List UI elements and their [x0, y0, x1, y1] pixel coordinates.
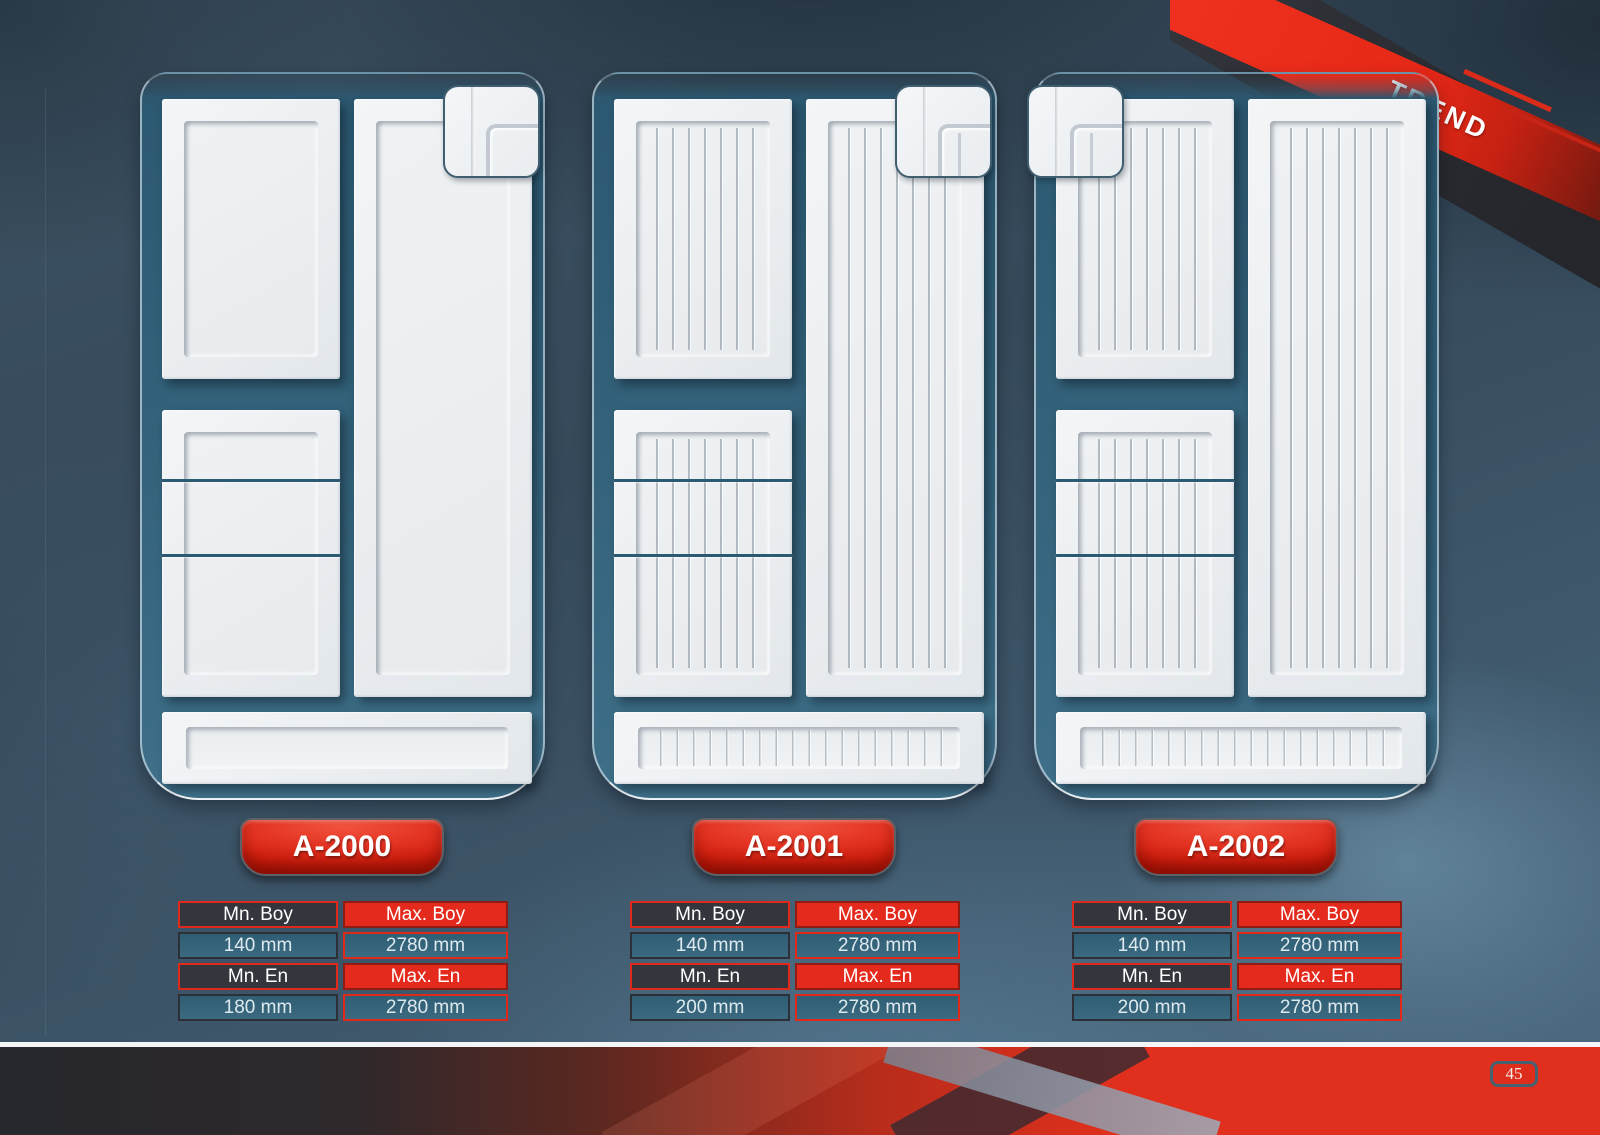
drawer-front-panel — [614, 712, 984, 784]
callout-stile-edge — [923, 87, 928, 176]
spec-value-cell: 140 mm — [1072, 932, 1232, 959]
panel-recess — [184, 121, 318, 357]
spec-value-cell: 200 mm — [1072, 994, 1232, 1021]
product-card-a2002 — [1027, 72, 1439, 800]
drawer-divider — [1056, 554, 1234, 557]
drawer-front-panel — [1056, 712, 1426, 784]
drawer-stack-panel — [614, 410, 792, 697]
detail-callout — [895, 85, 992, 178]
panel-grooves — [1085, 439, 1205, 668]
tall-door-panel — [1248, 99, 1426, 697]
spec-value-cell: 2780 mm — [343, 994, 508, 1021]
product-code: A-2000 — [292, 830, 392, 863]
footer-light-stripe — [601, 1047, 899, 1135]
spec-header-cell: Mn. En — [630, 963, 790, 990]
drawer-divider — [162, 479, 340, 482]
spec-header-cell: Max. Boy — [795, 901, 960, 928]
product-code-badge: A-2001 — [692, 818, 896, 876]
product-card-a2000 — [140, 72, 545, 800]
spec-header-cell: Mn. En — [1072, 963, 1232, 990]
spec-value-cell: 2780 mm — [795, 932, 960, 959]
spec-header-cell: Mn. Boy — [1072, 901, 1232, 928]
spec-value-cell: 2780 mm — [795, 994, 960, 1021]
drawer-grooves — [646, 730, 952, 766]
spec-table: Mn. Boy Max. Boy 140 mm 2780 mm Mn. En M… — [1072, 901, 1402, 1021]
drawer-divider — [162, 554, 340, 557]
panel-recess — [1078, 432, 1212, 675]
spec-value-cell: 140 mm — [178, 932, 338, 959]
callout-groove-corner — [937, 124, 990, 176]
drawer-divider — [614, 479, 792, 482]
panel-recess — [828, 121, 962, 675]
drawer-grooves — [1088, 730, 1394, 766]
drawer-divider — [614, 554, 792, 557]
panel-grooves — [1277, 128, 1397, 668]
callout-groove-corner — [485, 124, 538, 176]
spec-header-cell: Max. Boy — [1237, 901, 1402, 928]
cabinet-door-panel — [162, 99, 340, 379]
spec-header-cell: Max. En — [343, 963, 508, 990]
spec-header-cell: Mn. Boy — [630, 901, 790, 928]
page-number-badge: 45 — [1490, 1061, 1538, 1087]
spec-value-cell: 2780 mm — [1237, 994, 1402, 1021]
drawer-front-panel — [162, 712, 532, 784]
callout-stile-edge — [471, 87, 476, 176]
drawer-stack-panel — [1056, 410, 1234, 697]
panel-recess — [1270, 121, 1404, 675]
panel-recess — [636, 432, 770, 675]
detail-callout — [1027, 85, 1124, 178]
footer-band: 45 — [0, 1047, 1600, 1135]
drawer-recess — [638, 727, 960, 769]
cabinet-door-panel — [1056, 99, 1234, 379]
footer-separator — [0, 1042, 1600, 1047]
spec-header-cell: Max. En — [1237, 963, 1402, 990]
tall-door-panel — [354, 99, 532, 697]
detail-callout — [443, 85, 540, 178]
panel-recess — [376, 121, 510, 675]
product-code-badge: A-2000 — [240, 818, 444, 876]
product-code: A-2002 — [1186, 830, 1286, 863]
spec-value-cell: 2780 mm — [343, 932, 508, 959]
callout-groove-corner — [1069, 124, 1122, 176]
spec-table: Mn. Boy Max. Boy 140 mm 2780 mm Mn. En M… — [178, 901, 508, 1021]
spec-value-cell: 180 mm — [178, 994, 338, 1021]
product-code: A-2001 — [744, 830, 844, 863]
cabinet-door-panel — [614, 99, 792, 379]
spec-value-cell: 2780 mm — [1237, 932, 1402, 959]
drawer-divider — [1056, 479, 1234, 482]
callout-stile-edge — [1055, 87, 1060, 176]
callout-groove-line — [958, 133, 961, 176]
spec-header-cell: Mn. En — [178, 963, 338, 990]
product-card-a2001 — [592, 72, 997, 800]
panel-recess — [184, 432, 318, 675]
page-number: 45 — [1505, 1064, 1523, 1083]
panel-grooves — [835, 128, 955, 668]
spec-value-cell: 200 mm — [630, 994, 790, 1021]
drawer-stack-panel — [162, 410, 340, 697]
spec-header-cell: Max. En — [795, 963, 960, 990]
panel-recess — [636, 121, 770, 357]
drawer-recess — [186, 727, 508, 769]
panel-grooves — [643, 128, 763, 350]
spec-header-cell: Mn. Boy — [178, 901, 338, 928]
product-code-badge: A-2002 — [1134, 818, 1338, 876]
spec-header-cell: Max. Boy — [343, 901, 508, 928]
panel-grooves — [643, 439, 763, 668]
spec-table: Mn. Boy Max. Boy 140 mm 2780 mm Mn. En M… — [630, 901, 960, 1021]
panel-recess — [1078, 121, 1212, 357]
tall-door-panel — [806, 99, 984, 697]
guide-line — [45, 88, 46, 1036]
drawer-recess — [1080, 727, 1402, 769]
spec-value-cell: 140 mm — [630, 932, 790, 959]
callout-groove-line — [1090, 133, 1093, 176]
